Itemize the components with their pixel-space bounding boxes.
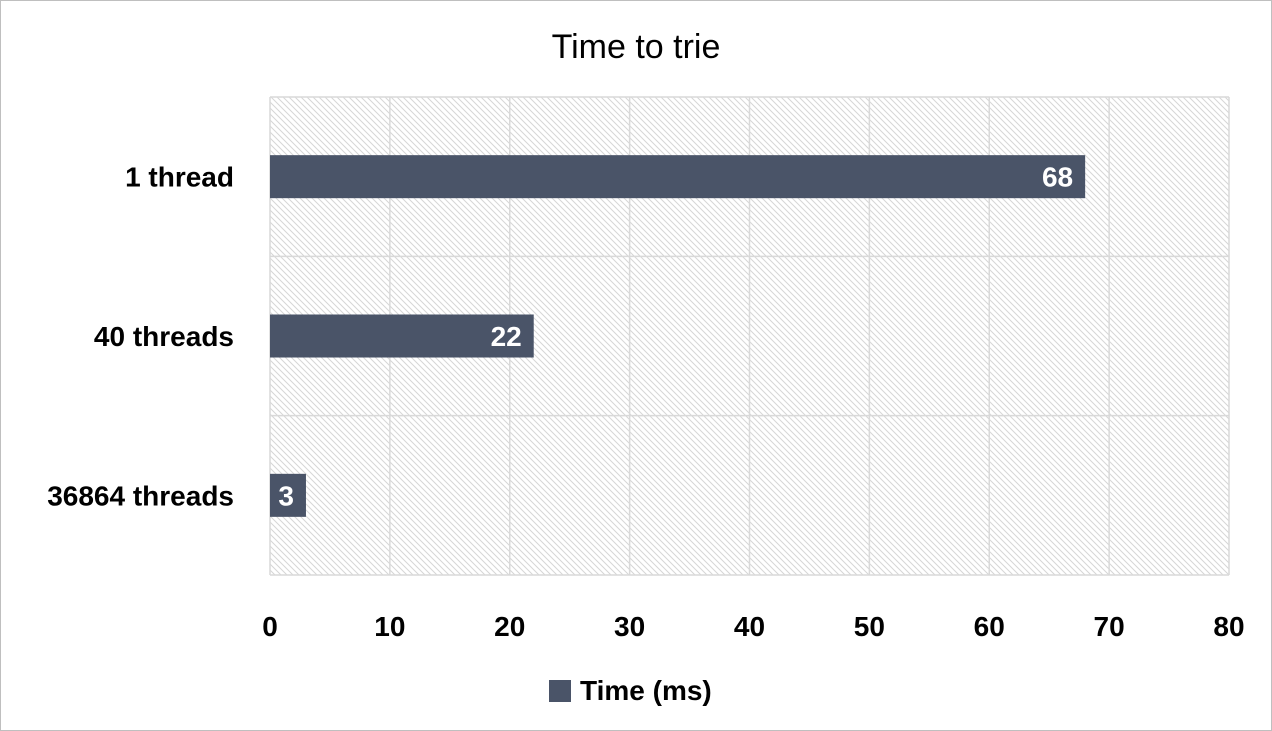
x-tick-label: 50 — [854, 611, 885, 642]
data-label: 3 — [278, 480, 294, 511]
bar — [270, 473, 306, 517]
bar — [270, 314, 534, 358]
x-tick-label: 30 — [614, 611, 645, 642]
x-tick-label: 80 — [1213, 611, 1244, 642]
bar — [270, 155, 1086, 199]
x-tick-label: 20 — [494, 611, 525, 642]
bars: 68 22 3 — [270, 155, 1086, 517]
legend: Time (ms) — [549, 675, 712, 706]
category-label: 1 thread — [125, 162, 234, 193]
category-label: 36864 threads — [47, 480, 234, 511]
x-tick-label: 60 — [974, 611, 1005, 642]
legend-label: Time (ms) — [580, 675, 712, 706]
x-tick-label: 40 — [734, 611, 765, 642]
x-tick-label: 10 — [374, 611, 405, 642]
chart-title: Time to trie — [552, 28, 721, 66]
x-axis-ticks: 0 10 20 30 40 50 60 70 80 — [262, 611, 1244, 642]
data-label: 22 — [491, 321, 522, 352]
legend-swatch — [549, 680, 571, 702]
category-label: 40 threads — [94, 321, 234, 352]
category-labels: 1 thread 40 threads 36864 threads — [47, 162, 234, 512]
x-tick-label: 0 — [262, 611, 278, 642]
data-label: 68 — [1042, 162, 1073, 193]
x-tick-label: 70 — [1094, 611, 1125, 642]
